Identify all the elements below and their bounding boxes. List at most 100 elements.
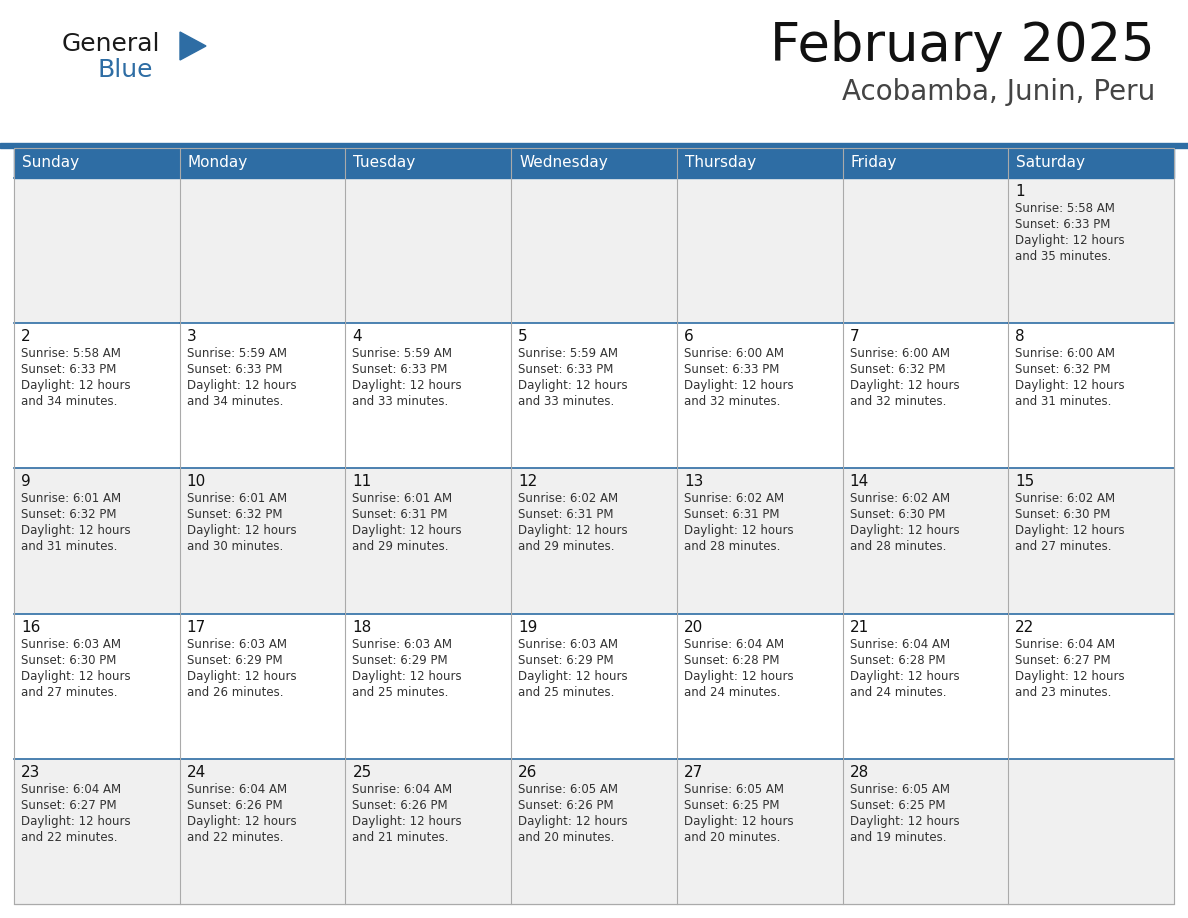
Text: Wednesday: Wednesday [519, 155, 608, 171]
Bar [179, 468, 346, 613]
Text: 2: 2 [21, 330, 31, 344]
Text: Sunrise: 6:04 AM: Sunrise: 6:04 AM [353, 783, 453, 796]
Text: 25: 25 [353, 765, 372, 779]
Text: and 29 minutes.: and 29 minutes. [353, 541, 449, 554]
Text: Daylight: 12 hours: Daylight: 12 hours [353, 815, 462, 828]
Text: and 35 minutes.: and 35 minutes. [1016, 250, 1112, 263]
Text: Daylight: 12 hours: Daylight: 12 hours [187, 815, 296, 828]
Text: Daylight: 12 hours: Daylight: 12 hours [1016, 379, 1125, 392]
Bar [842, 323, 1009, 468]
Text: 15: 15 [1016, 475, 1035, 489]
Text: 23: 23 [21, 765, 40, 779]
Text: Sunset: 6:31 PM: Sunset: 6:31 PM [353, 509, 448, 521]
Bar [511, 759, 677, 904]
Bar [677, 323, 842, 468]
Text: and 21 minutes.: and 21 minutes. [353, 831, 449, 844]
Text: 27: 27 [684, 765, 703, 779]
Text: Daylight: 12 hours: Daylight: 12 hours [21, 815, 131, 828]
Text: and 24 minutes.: and 24 minutes. [684, 686, 781, 699]
Text: and 24 minutes.: and 24 minutes. [849, 686, 946, 699]
Text: General: General [62, 32, 160, 56]
Text: and 29 minutes.: and 29 minutes. [518, 541, 614, 554]
Bar [677, 178, 842, 323]
Text: Daylight: 12 hours: Daylight: 12 hours [849, 669, 959, 683]
Text: Sunset: 6:31 PM: Sunset: 6:31 PM [684, 509, 779, 521]
Bar [842, 178, 1009, 323]
Text: Blue: Blue [97, 58, 152, 82]
Polygon shape [181, 32, 206, 60]
Text: Daylight: 12 hours: Daylight: 12 hours [353, 524, 462, 537]
Bar [842, 148, 1009, 178]
Text: Sunset: 6:32 PM: Sunset: 6:32 PM [849, 364, 946, 376]
Text: and 20 minutes.: and 20 minutes. [684, 831, 781, 844]
Bar [179, 759, 346, 904]
Text: and 32 minutes.: and 32 minutes. [849, 396, 946, 409]
Text: Daylight: 12 hours: Daylight: 12 hours [849, 379, 959, 392]
Bar [1009, 323, 1174, 468]
Text: Sunset: 6:25 PM: Sunset: 6:25 PM [849, 799, 946, 812]
Text: Sunset: 6:30 PM: Sunset: 6:30 PM [21, 654, 116, 666]
Text: and 25 minutes.: and 25 minutes. [518, 686, 614, 699]
Text: Sunrise: 5:59 AM: Sunrise: 5:59 AM [518, 347, 618, 360]
Text: and 23 minutes.: and 23 minutes. [1016, 686, 1112, 699]
Text: Sunrise: 6:03 AM: Sunrise: 6:03 AM [187, 638, 286, 651]
Text: 5: 5 [518, 330, 527, 344]
Text: Sunset: 6:27 PM: Sunset: 6:27 PM [21, 799, 116, 812]
Bar [14, 613, 179, 759]
Text: 26: 26 [518, 765, 537, 779]
Text: Tuesday: Tuesday [353, 155, 416, 171]
Text: Daylight: 12 hours: Daylight: 12 hours [1016, 234, 1125, 247]
Text: Sunset: 6:33 PM: Sunset: 6:33 PM [353, 364, 448, 376]
Text: Sunset: 6:32 PM: Sunset: 6:32 PM [21, 509, 116, 521]
Text: and 31 minutes.: and 31 minutes. [21, 541, 118, 554]
Text: and 26 minutes.: and 26 minutes. [187, 686, 283, 699]
Text: and 34 minutes.: and 34 minutes. [21, 396, 118, 409]
Text: 3: 3 [187, 330, 196, 344]
Text: and 34 minutes.: and 34 minutes. [187, 396, 283, 409]
Text: 24: 24 [187, 765, 206, 779]
Text: Sunset: 6:28 PM: Sunset: 6:28 PM [849, 654, 946, 666]
Text: Sunset: 6:29 PM: Sunset: 6:29 PM [353, 654, 448, 666]
Text: Daylight: 12 hours: Daylight: 12 hours [21, 524, 131, 537]
Text: Daylight: 12 hours: Daylight: 12 hours [21, 379, 131, 392]
Bar [179, 148, 346, 178]
Text: Sunrise: 6:04 AM: Sunrise: 6:04 AM [684, 638, 784, 651]
Text: Saturday: Saturday [1016, 155, 1086, 171]
Text: 22: 22 [1016, 620, 1035, 634]
Text: Daylight: 12 hours: Daylight: 12 hours [684, 379, 794, 392]
Text: Sunset: 6:29 PM: Sunset: 6:29 PM [187, 654, 283, 666]
Text: Sunrise: 6:04 AM: Sunrise: 6:04 AM [21, 783, 121, 796]
Text: Daylight: 12 hours: Daylight: 12 hours [849, 815, 959, 828]
Text: and 31 minutes.: and 31 minutes. [1016, 396, 1112, 409]
Text: Sunrise: 5:59 AM: Sunrise: 5:59 AM [187, 347, 286, 360]
Text: Sunrise: 6:05 AM: Sunrise: 6:05 AM [849, 783, 949, 796]
Text: Sunrise: 6:05 AM: Sunrise: 6:05 AM [518, 783, 618, 796]
Bar [346, 613, 511, 759]
Bar [1009, 178, 1174, 323]
Text: Sunrise: 6:01 AM: Sunrise: 6:01 AM [21, 492, 121, 506]
Bar [14, 759, 179, 904]
Text: Daylight: 12 hours: Daylight: 12 hours [1016, 669, 1125, 683]
Bar [14, 468, 179, 613]
Text: Sunrise: 5:59 AM: Sunrise: 5:59 AM [353, 347, 453, 360]
Bar [677, 759, 842, 904]
Text: Daylight: 12 hours: Daylight: 12 hours [518, 669, 627, 683]
Text: Sunday: Sunday [23, 155, 80, 171]
Text: Sunrise: 6:00 AM: Sunrise: 6:00 AM [849, 347, 949, 360]
Text: and 22 minutes.: and 22 minutes. [187, 831, 283, 844]
Bar [346, 148, 511, 178]
Text: 12: 12 [518, 475, 537, 489]
Text: Sunrise: 6:00 AM: Sunrise: 6:00 AM [1016, 347, 1116, 360]
Text: and 33 minutes.: and 33 minutes. [518, 396, 614, 409]
Text: and 19 minutes.: and 19 minutes. [849, 831, 946, 844]
Bar [1009, 759, 1174, 904]
Bar [179, 613, 346, 759]
Text: Sunset: 6:28 PM: Sunset: 6:28 PM [684, 654, 779, 666]
Text: Daylight: 12 hours: Daylight: 12 hours [684, 815, 794, 828]
Text: Sunrise: 6:04 AM: Sunrise: 6:04 AM [849, 638, 949, 651]
Text: Sunrise: 6:03 AM: Sunrise: 6:03 AM [353, 638, 453, 651]
Bar [842, 759, 1009, 904]
Bar [677, 613, 842, 759]
Text: Daylight: 12 hours: Daylight: 12 hours [187, 379, 296, 392]
Text: and 30 minutes.: and 30 minutes. [187, 541, 283, 554]
